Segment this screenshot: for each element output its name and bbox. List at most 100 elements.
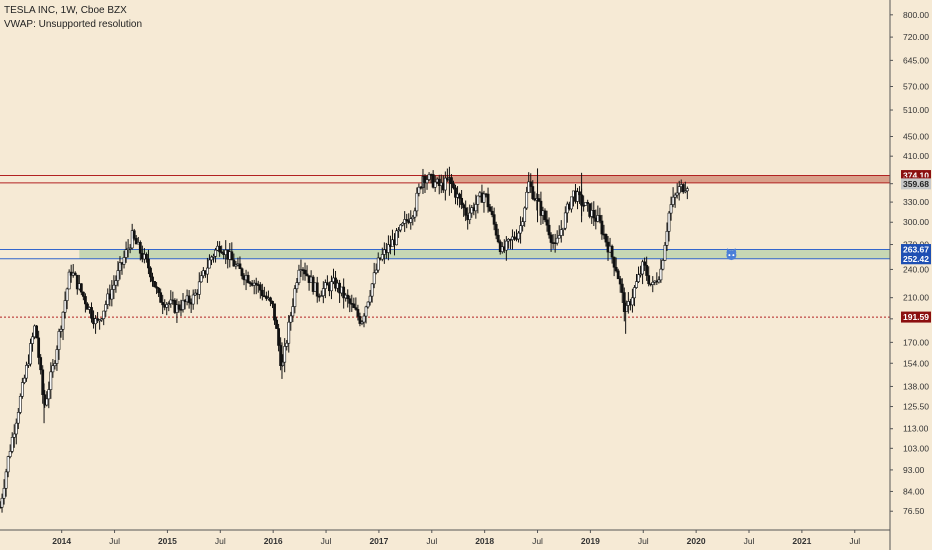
price-badge-label: 263.67 (903, 245, 929, 255)
price-tick-label: 510.00 (903, 105, 929, 115)
price-badge-label: 374.10 (903, 171, 929, 181)
candle-body (342, 286, 346, 299)
candle-body (600, 220, 604, 235)
candle-body (417, 186, 421, 194)
candle-body (513, 236, 516, 239)
candle-body (358, 316, 362, 324)
time-tick-label: 2021 (792, 536, 811, 546)
candle-body (557, 235, 561, 239)
candle-body (122, 257, 126, 265)
candle-body (86, 303, 89, 310)
candle-body (128, 247, 132, 250)
candle-body (47, 389, 51, 400)
candle-body (685, 188, 689, 192)
candle-body (521, 221, 525, 227)
candle-body (118, 262, 122, 271)
legend: TESLA INC, 1W, Cboe BZX VWAP: Unsupporte… (4, 4, 142, 32)
candle-body (20, 382, 24, 397)
time-tick-label: 2017 (369, 536, 388, 546)
candle-body (622, 292, 626, 312)
price-badge-label: 359.68 (903, 179, 929, 189)
candle-body (549, 234, 553, 243)
candle-body (199, 275, 203, 283)
candle-body (354, 307, 358, 310)
candle-body (16, 412, 20, 424)
candle-body (191, 294, 195, 305)
candle-body (582, 204, 586, 207)
time-tick-label: 2014 (52, 536, 71, 546)
candle-body (264, 295, 268, 299)
candle-body (153, 281, 156, 288)
price-tick-label: 113.00 (903, 424, 929, 434)
candle-body (75, 274, 79, 290)
price-tick-label: 170.00 (903, 337, 929, 347)
price-tick-label: 210.00 (903, 293, 929, 303)
alert-cat-eye-right (732, 254, 735, 257)
candle-body (151, 276, 154, 282)
price-badge (901, 170, 931, 182)
candle-body (116, 270, 120, 281)
candle-body (659, 268, 663, 281)
price-tick-label: 84.00 (903, 486, 925, 496)
candle-body (254, 282, 258, 285)
candle-body (368, 295, 372, 303)
candle-body (79, 283, 83, 293)
candle-body (635, 281, 638, 288)
candle-body (618, 278, 622, 285)
candle-body (187, 295, 191, 303)
candle-body (0, 497, 4, 508)
time-tick-label: Jul (849, 536, 860, 546)
alert-cat-eye-left (728, 254, 731, 257)
price-tick-label: 450.00 (903, 131, 929, 141)
candle-body (208, 259, 211, 269)
price-tick-label: 138.00 (903, 381, 929, 391)
candle-body (51, 365, 55, 373)
candle-body (197, 281, 201, 295)
candle-body (614, 266, 618, 272)
candle-body (37, 337, 41, 358)
candle-body (234, 264, 238, 267)
candle-body (67, 271, 71, 290)
candle-body (132, 230, 136, 239)
candle-body (519, 225, 522, 234)
candle-body (395, 230, 398, 246)
time-tick-label: Jul (215, 536, 226, 546)
candle-body (23, 377, 26, 383)
candle-body (218, 245, 222, 253)
time-tick-label: Jul (321, 536, 332, 546)
time-tick-label: 2018 (475, 536, 494, 546)
candle-body (65, 288, 69, 301)
price-tick-label: 93.00 (903, 465, 925, 475)
candle-body (397, 229, 400, 232)
price-badge-label: 191.59 (903, 312, 929, 322)
candle-body (411, 216, 415, 220)
candle-body (100, 318, 104, 321)
time-tick-label: Jul (532, 536, 543, 546)
candle-body (323, 282, 327, 289)
candle-body (96, 318, 100, 321)
candle-body (114, 280, 118, 286)
candle-body (258, 284, 262, 291)
candle-body (130, 230, 134, 249)
candle-body (315, 282, 319, 297)
candle-body (362, 315, 366, 323)
chart-title: TESLA INC, 1W, Cboe BZX (4, 5, 127, 16)
candle-body (232, 259, 236, 267)
candle-body (425, 179, 429, 184)
candle-body (81, 291, 85, 297)
candle-body (464, 207, 468, 216)
candle-body (161, 302, 165, 306)
candle-body (387, 244, 390, 253)
candle-body (325, 282, 329, 286)
price-tick-label: 645.00 (903, 55, 929, 65)
candle-body (2, 487, 6, 499)
time-tick-label: Jul (109, 536, 120, 546)
candle-body (73, 272, 77, 276)
candle-body (348, 298, 352, 304)
candle-body (10, 437, 14, 452)
candle-body (248, 282, 252, 284)
candle-body (415, 192, 419, 212)
candle-body (539, 200, 543, 216)
candle-body (275, 319, 278, 329)
